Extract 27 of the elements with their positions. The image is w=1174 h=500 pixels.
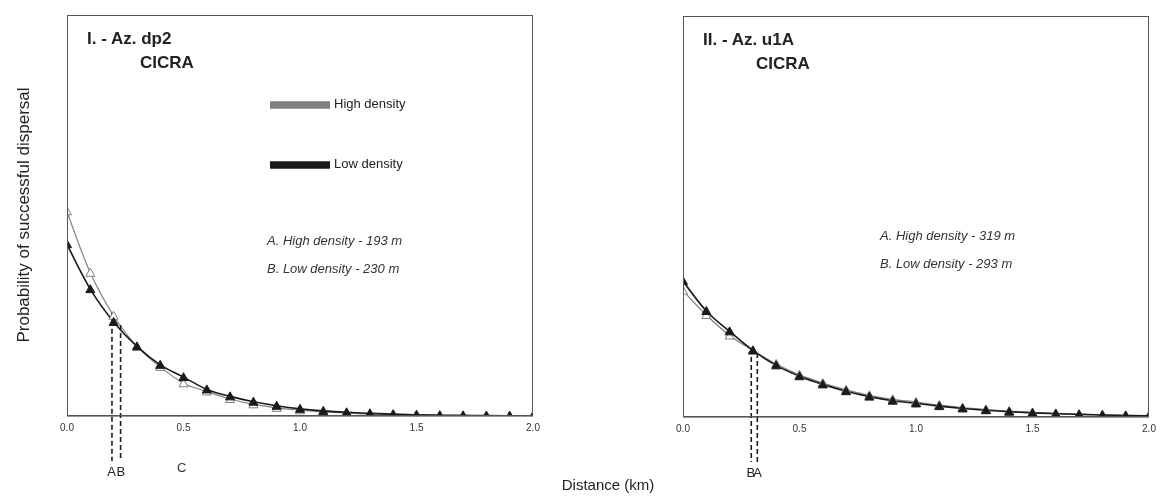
y-axis-title: Probability of successful dispersal <box>14 87 34 343</box>
x-tick-label: 1.0 <box>909 423 924 435</box>
chart-subtitle: CICRA <box>756 54 810 74</box>
x-tick-label: 0.5 <box>792 423 807 435</box>
x-tick-label: 1.5 <box>409 422 424 434</box>
text: B. Low density - 293 m <box>880 256 1013 271</box>
legend-label: Low density <box>334 156 403 172</box>
chart-title: I. - Az. dp2 <box>87 29 172 49</box>
annotation: A. High density - 193 m <box>267 233 403 248</box>
x-tick-label: 1.0 <box>293 422 308 434</box>
ref-line-label: B <box>746 465 756 480</box>
chart-title: II. - Az. u1A <box>703 30 794 50</box>
x-tick-label: 2.0 <box>526 422 541 434</box>
x-axis-title: Distance (km) <box>561 476 655 493</box>
x-tick-label: 0.0 <box>60 422 75 434</box>
ref-line-label: A <box>107 464 117 479</box>
text: A. High density - 319 m <box>880 228 1016 243</box>
x-tick-label: 2.0 <box>1142 423 1157 435</box>
chart-subtitle: CICRA <box>140 53 194 73</box>
ref-line-label: A <box>753 465 763 480</box>
text: C <box>177 460 187 475</box>
legend-label: High density <box>334 96 406 112</box>
x-tick-label: 0.5 <box>176 422 191 434</box>
annotation: B. Low density - 230 m <box>267 261 400 276</box>
ref-line-label: B <box>116 464 126 479</box>
x-tick-label: 0.0 <box>676 423 691 435</box>
x-tick-label: 1.5 <box>1025 423 1040 435</box>
